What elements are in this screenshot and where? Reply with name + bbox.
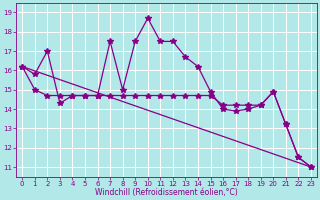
X-axis label: Windchill (Refroidissement éolien,°C): Windchill (Refroidissement éolien,°C) bbox=[95, 188, 238, 197]
